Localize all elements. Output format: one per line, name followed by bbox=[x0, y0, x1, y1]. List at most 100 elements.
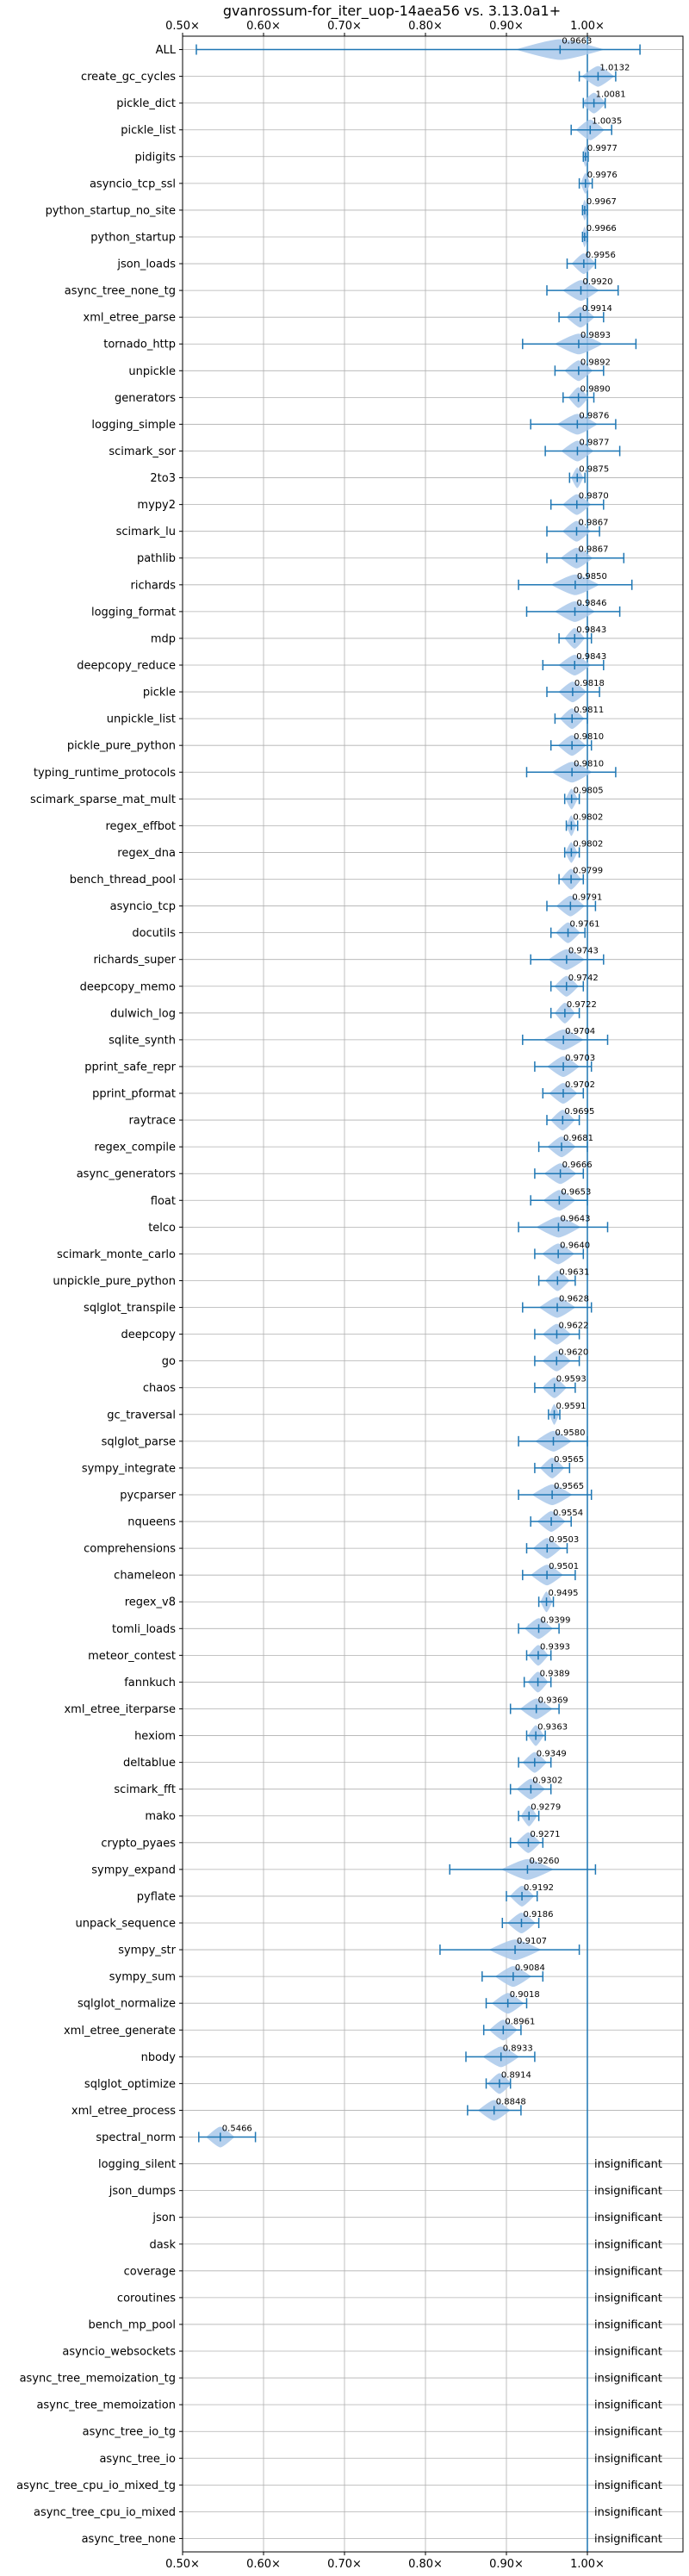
value-label: 0.9876 bbox=[579, 411, 609, 420]
benchmark-label: create_gc_cycles bbox=[81, 71, 176, 84]
benchmark-label: json bbox=[152, 2212, 176, 2224]
benchmark-label: chameleon bbox=[114, 1570, 176, 1583]
value-label: 0.9870 bbox=[579, 492, 609, 501]
benchmark-label: asyncio_tcp bbox=[110, 900, 176, 913]
benchmark-label: unpack_sequence bbox=[75, 1918, 176, 1931]
value-label: 0.9914 bbox=[582, 304, 612, 314]
benchmark-label: regex_dna bbox=[117, 847, 176, 860]
value-label: 0.9802 bbox=[573, 812, 603, 822]
value-label: 0.8848 bbox=[496, 2097, 526, 2106]
benchmark-label: pathlib bbox=[137, 552, 176, 565]
benchmark-label: sqlglot_optimize bbox=[84, 2078, 176, 2091]
value-label: 0.9843 bbox=[576, 625, 606, 635]
value-label: 0.9084 bbox=[515, 1963, 545, 1973]
benchmark-label: sympy_sum bbox=[109, 1971, 176, 1984]
benchmark-label: pprint_safe_repr bbox=[84, 1061, 176, 1073]
value-label: 0.9593 bbox=[556, 1375, 587, 1384]
benchmark-label: pickle_pure_python bbox=[67, 740, 176, 753]
value-label: 0.9260 bbox=[529, 1857, 559, 1866]
value-label: 0.9850 bbox=[577, 572, 607, 582]
benchmark-label: python_startup bbox=[90, 231, 176, 244]
value-label: 0.9399 bbox=[541, 1615, 571, 1625]
benchmark-label: nqueens bbox=[127, 1516, 176, 1529]
x-tick-label-bottom: 1.00× bbox=[570, 2558, 605, 2571]
benchmark-label: richards_super bbox=[93, 954, 176, 967]
benchmark-label: hexiom bbox=[134, 1730, 176, 1743]
benchmark-label: json_loads bbox=[116, 258, 176, 271]
value-label: 0.9363 bbox=[537, 1723, 568, 1733]
value-label: 0.9977 bbox=[587, 144, 618, 153]
benchmark-label: deepcopy bbox=[121, 1328, 176, 1341]
value-label: 0.9495 bbox=[549, 1589, 579, 1598]
benchmark-label: crypto_pyaes bbox=[101, 1837, 176, 1850]
value-label: 0.9799 bbox=[573, 867, 603, 876]
value-label: 0.9302 bbox=[532, 1776, 562, 1786]
benchmark-label: scimark_monte_carlo bbox=[57, 1248, 176, 1261]
insignificant-label: insignificant bbox=[594, 2292, 662, 2305]
benchmark-label: python_startup_no_site bbox=[46, 204, 176, 217]
benchmark-label: pprint_pformat bbox=[92, 1088, 176, 1101]
benchmark-label: regex_effbot bbox=[105, 820, 176, 833]
benchmark-label: sqlite_synth bbox=[109, 1034, 176, 1047]
value-label: 0.9742 bbox=[568, 974, 599, 983]
benchmark-label: scimark_lu bbox=[116, 526, 176, 538]
value-label: 0.9722 bbox=[567, 1000, 597, 1010]
benchmark-label: async_tree_io bbox=[99, 2453, 176, 2466]
value-label: 0.9666 bbox=[562, 1160, 593, 1170]
benchmark-label: dask bbox=[149, 2238, 176, 2251]
benchmark-label: richards bbox=[131, 579, 177, 592]
benchmark-label: logging_simple bbox=[91, 419, 176, 432]
benchmark-label: xml_etree_parse bbox=[84, 312, 176, 325]
value-label: 0.9107 bbox=[517, 1937, 547, 1946]
benchmark-label: coverage bbox=[124, 2265, 176, 2278]
benchmark-label: scimark_sor bbox=[109, 445, 176, 458]
benchmark-label: float bbox=[151, 1195, 176, 1208]
value-label: 0.9875 bbox=[579, 465, 609, 475]
benchmark-label: fannkuch bbox=[124, 1677, 176, 1689]
value-label: 0.9554 bbox=[553, 1509, 583, 1518]
value-label: 0.9565 bbox=[554, 1482, 584, 1491]
x-tick-label-bottom: 0.50× bbox=[165, 2558, 200, 2571]
value-label: 0.9761 bbox=[570, 920, 600, 930]
benchmark-label: deepcopy_reduce bbox=[77, 660, 176, 673]
value-label: 0.9810 bbox=[574, 759, 604, 768]
benchmark-label: xml_etree_generate bbox=[64, 2025, 176, 2038]
value-label: 0.9349 bbox=[537, 1750, 567, 1759]
value-label: 0.9867 bbox=[578, 519, 608, 528]
benchmark-label: coroutines bbox=[117, 2292, 176, 2305]
benchmark-label: sympy_str bbox=[118, 1944, 176, 1957]
value-label: 0.9802 bbox=[573, 839, 603, 849]
benchmark-label: tornado_http bbox=[103, 339, 176, 352]
benchmark-label: mypy2 bbox=[137, 499, 176, 512]
value-label: 0.9192 bbox=[524, 1883, 554, 1893]
benchmark-label: pickle_dict bbox=[116, 97, 176, 110]
x-tick-label-bottom: 0.90× bbox=[489, 2558, 524, 2571]
value-label: 0.9640 bbox=[560, 1241, 590, 1250]
benchmark-label: go bbox=[162, 1355, 176, 1368]
benchmark-label: generators bbox=[115, 392, 176, 405]
benchmark-label: xml_etree_process bbox=[71, 2105, 176, 2118]
value-label: 0.9867 bbox=[578, 545, 608, 555]
insignificant-label: insignificant bbox=[594, 2265, 662, 2278]
value-label: 0.9805 bbox=[574, 786, 604, 795]
benchmark-label: scimark_sparse_mat_mult bbox=[30, 793, 176, 806]
x-tick-label-top: 0.70× bbox=[327, 20, 362, 33]
insignificant-label: insignificant bbox=[594, 2453, 662, 2466]
value-label: 0.9018 bbox=[510, 1990, 540, 2000]
insignificant-label: insignificant bbox=[594, 2399, 662, 2412]
value-label: 0.9877 bbox=[579, 438, 609, 447]
benchmark-label: json_dumps bbox=[109, 2185, 176, 2198]
value-label: 0.9704 bbox=[565, 1027, 595, 1036]
benchmark-label: unpickle bbox=[128, 365, 176, 378]
axes: ALL create_gc_cycles pickle_dict pickle_lis… bbox=[16, 20, 684, 2571]
x-tick-label-top: 0.80× bbox=[408, 20, 443, 33]
benchmark-label: telco bbox=[148, 1222, 176, 1235]
benchmark-label: deepcopy_memo bbox=[80, 980, 176, 993]
benchmark-label: async_tree_memoization bbox=[36, 2399, 176, 2412]
benchmark-label: spectral_norm bbox=[96, 2131, 176, 2144]
benchmark-label: pyflate bbox=[137, 1890, 176, 1903]
benchmark-label: sqlglot_parse bbox=[102, 1435, 176, 1448]
value-label: 0.9956 bbox=[586, 251, 616, 260]
value-label: 0.8961 bbox=[505, 2017, 535, 2026]
value-label: 0.9580 bbox=[556, 1428, 586, 1438]
